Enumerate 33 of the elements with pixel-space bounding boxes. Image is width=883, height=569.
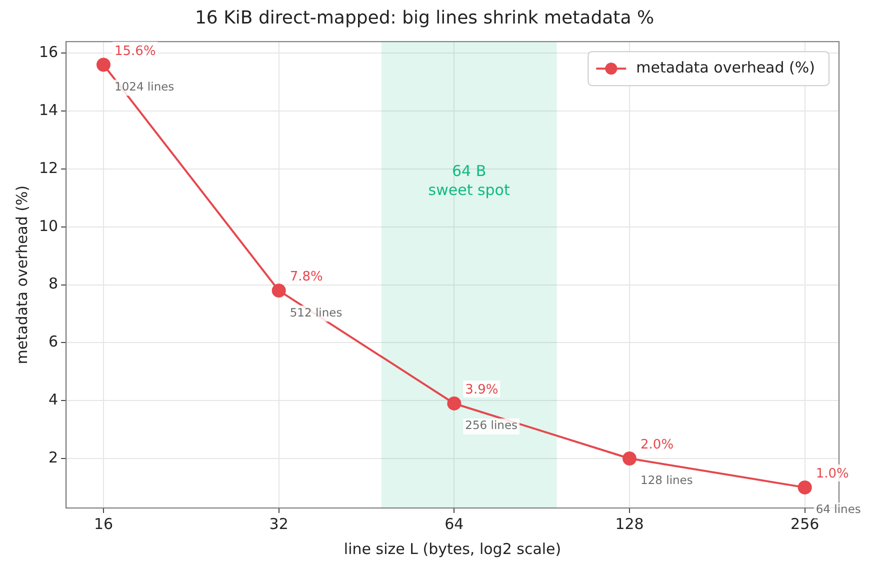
- point: [96, 58, 111, 72]
- data-label: 2.0%: [640, 437, 674, 452]
- y-tick-label: 10: [38, 216, 58, 235]
- data-label: 1.0%: [816, 466, 849, 482]
- x-axis-title: line size L (bytes, log2 scale): [344, 540, 562, 558]
- chart-title: 16 KiB direct-mapped: big lines shrink metadata %: [194, 7, 654, 28]
- x-tick-label: 32: [269, 514, 288, 533]
- band-label: 64 B sweet spot: [428, 162, 510, 199]
- point: [622, 451, 637, 466]
- x-tick-label: 16: [94, 514, 114, 533]
- y-tick-label: 16: [38, 43, 58, 62]
- y-tick-label: 8: [48, 274, 58, 293]
- point: [447, 396, 462, 410]
- data-label: 15.6%: [114, 44, 156, 59]
- x-tick-label: 128: [615, 514, 644, 533]
- y-axis-title: metadata overhead (%): [12, 185, 31, 364]
- data-label: 7.8%: [290, 270, 323, 285]
- annotation: 128 lines: [640, 473, 693, 488]
- y-tick-label: 2: [48, 448, 58, 466]
- data-label: 3.9%: [465, 382, 498, 398]
- y-tick-label: 4: [48, 390, 58, 408]
- point: [798, 480, 812, 494]
- annotation: 512 lines: [290, 305, 342, 320]
- annotation: 256 lines: [465, 418, 518, 432]
- x-tick-label: 256: [790, 514, 820, 533]
- legend-label: metadata overhead (%): [636, 58, 815, 76]
- x-tick-label: 64: [444, 514, 464, 533]
- y-tick-label: 6: [48, 332, 58, 351]
- point: [272, 284, 286, 298]
- annotation: 64 lines: [816, 502, 861, 516]
- y-tick-label: 14: [38, 100, 58, 119]
- y-tick-label: 12: [38, 158, 58, 177]
- annotation: 1024 lines: [114, 79, 174, 94]
